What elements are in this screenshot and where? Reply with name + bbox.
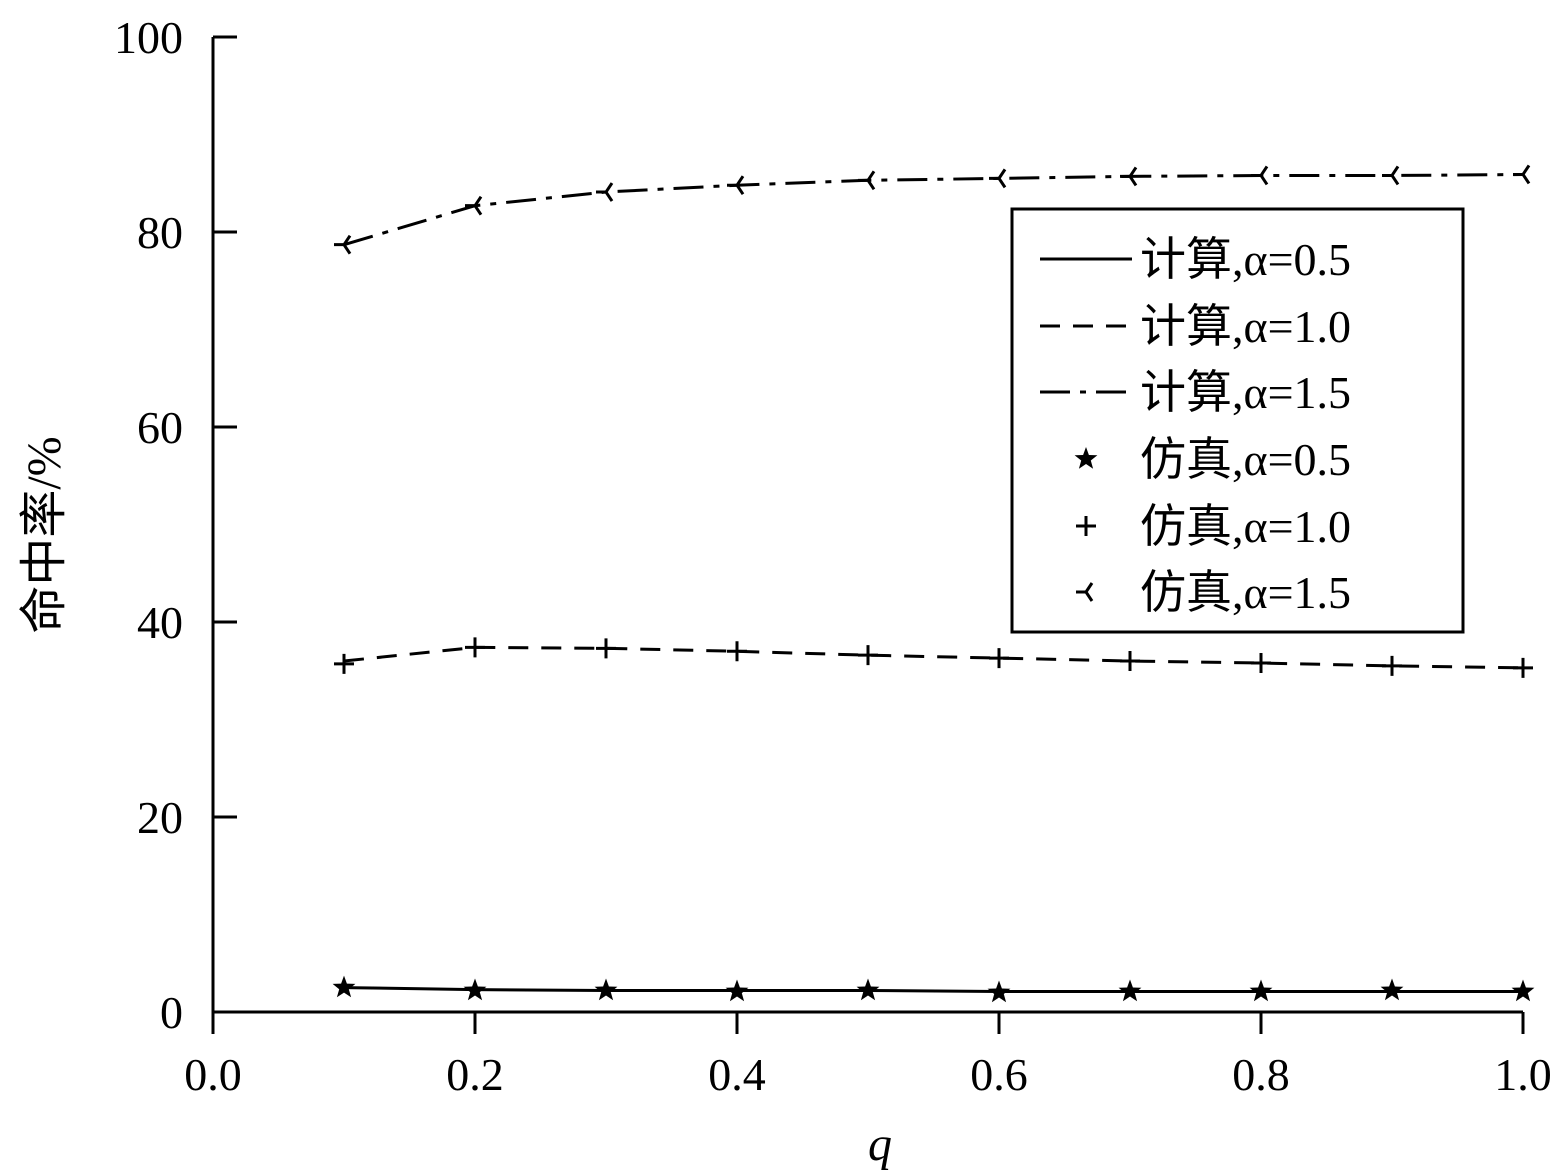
series-markers xyxy=(332,164,1535,1003)
legend-label: 仿真,α=0.5 xyxy=(1140,434,1351,485)
x-tick-label: 0.6 xyxy=(970,1049,1028,1100)
y-tick-label: 60 xyxy=(137,402,183,453)
marker-star xyxy=(1511,979,1535,1002)
series-line-1 xyxy=(343,645,1524,670)
marker-plus xyxy=(1120,651,1140,671)
marker-tri-left xyxy=(596,182,614,202)
marker-plus xyxy=(465,637,485,658)
marker-tri-left xyxy=(1120,166,1138,187)
marker-tri-left xyxy=(465,195,483,216)
marker-star xyxy=(1249,979,1273,1002)
marker-star xyxy=(725,979,749,1002)
x-axis-title: q xyxy=(868,1118,892,1171)
marker-tri-left xyxy=(727,175,745,196)
marker-tri-left xyxy=(1382,165,1400,186)
legend-label: 计算,α=0.5 xyxy=(1140,234,1351,285)
legend-label: 计算,α=1.5 xyxy=(1140,367,1351,418)
y-axis-title: 命中率/% xyxy=(18,436,71,633)
marker-tri-left xyxy=(989,168,1007,189)
marker-plus xyxy=(1382,655,1402,676)
marker-plus xyxy=(1513,657,1533,678)
x-tick-label: 0.0 xyxy=(184,1049,242,1100)
marker-plus xyxy=(858,645,878,666)
marker-plus xyxy=(989,648,1009,669)
marker-plus xyxy=(334,653,354,674)
y-tick-label: 20 xyxy=(137,792,183,843)
y-tick-label: 40 xyxy=(137,597,183,648)
series-line-0 xyxy=(343,986,1523,993)
legend-marker-plus xyxy=(1076,516,1096,536)
marker-plus xyxy=(596,638,616,659)
x-tick-label: 0.2 xyxy=(446,1049,504,1100)
marker-star xyxy=(987,980,1011,1003)
marker-tri-left xyxy=(1251,165,1269,186)
legend-box xyxy=(1010,207,1465,634)
marker-tri-left xyxy=(858,170,876,191)
marker-star xyxy=(594,978,618,1001)
y-tick-label: 80 xyxy=(137,207,183,258)
marker-plus xyxy=(727,641,747,662)
axes: 0 20 40 60 80 100 0.0 0.2 0.4 0.6 0.8 1.0 xyxy=(114,12,1552,1100)
marker-star xyxy=(1380,978,1404,1001)
legend-label: 计算,α=1.0 xyxy=(1140,301,1351,352)
legend-label: 仿真,α=1.5 xyxy=(1140,567,1351,618)
y-tick-label: 0 xyxy=(160,987,183,1038)
marker-star xyxy=(332,975,356,998)
marker-star xyxy=(1118,979,1142,1002)
marker-star xyxy=(856,978,880,1001)
legend: 计算,α=0.5 计算,α=1.0 计算,α=1.5 仿真,α=0.5 仿真,α=1.0… xyxy=(1010,207,1465,634)
marker-plus xyxy=(1251,652,1271,673)
marker-star xyxy=(463,978,487,1001)
series-lines xyxy=(343,173,1524,993)
x-tick-label: 0.4 xyxy=(708,1049,766,1100)
x-tick-label: 0.8 xyxy=(1232,1049,1290,1100)
legend-label: 仿真,α=1.0 xyxy=(1140,501,1351,552)
x-tick-label: 1.0 xyxy=(1494,1049,1552,1100)
legend-marker-star xyxy=(1074,447,1098,469)
legend-marker-tri-left xyxy=(1076,582,1094,602)
marker-tri-left xyxy=(1513,164,1531,185)
y-tick-label: 100 xyxy=(114,12,183,63)
marker-tri-left xyxy=(334,234,352,255)
